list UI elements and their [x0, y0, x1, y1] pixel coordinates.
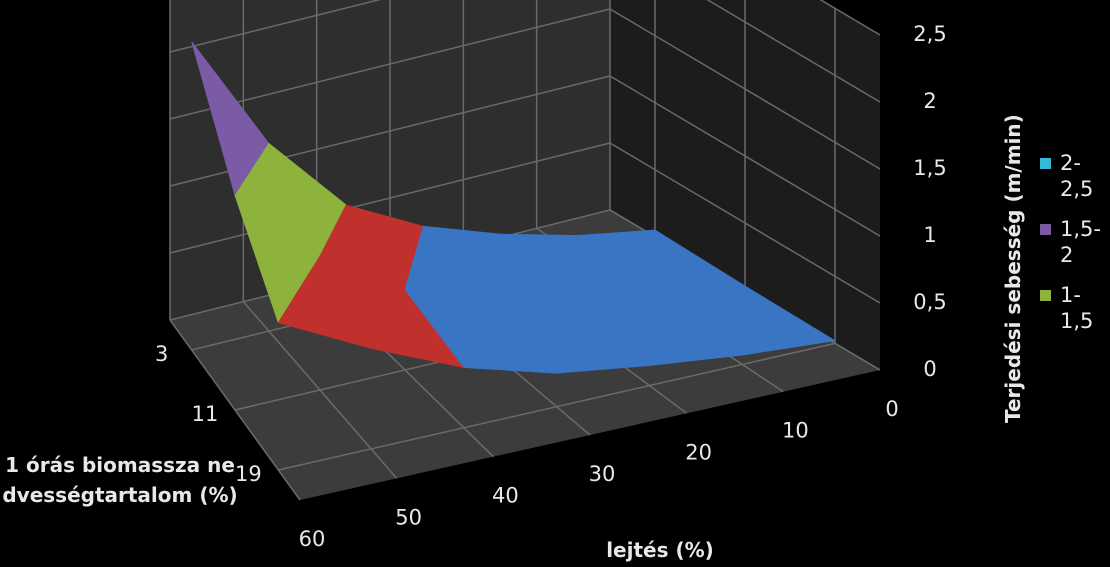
x-tick-label: 20: [685, 440, 712, 464]
z-axis-title: Terjedési sebesség (m/min): [1001, 114, 1025, 423]
legend-label: 1,5-2: [1060, 217, 1101, 267]
depth-tick-label: 3: [155, 342, 168, 366]
z-tick-label: 0,5: [913, 290, 946, 314]
legend-key: [1040, 224, 1051, 235]
legend-key: [1040, 158, 1051, 169]
x-tick-label: 0: [885, 397, 898, 421]
x-tick-label: 50: [395, 505, 422, 529]
legend-key: [1040, 290, 1051, 301]
z-tick-label: 2: [923, 89, 936, 113]
z-tick-label: 0: [923, 357, 936, 381]
x-axis-title: lejtés (%): [606, 538, 714, 562]
legend-label: 2-2,5: [1060, 151, 1094, 201]
depth-tick-label: 11: [192, 402, 219, 426]
x-tick-label: 60: [299, 527, 326, 551]
grid-line: [278, 342, 836, 471]
depth-tick-label: 19: [235, 462, 262, 486]
z-tick-label: 2,5: [913, 22, 946, 46]
z-tick-label: 1,5: [913, 156, 946, 180]
depth-axis-title: 1 órás biomassza nedvességtartalom (%): [2, 453, 238, 507]
x-tick-label: 30: [589, 462, 616, 486]
z-tick-label: 1: [923, 223, 936, 247]
x-tick-label: 40: [492, 484, 519, 508]
surface-facet: [741, 285, 837, 356]
x-tick-label: 10: [782, 419, 809, 443]
legend-label: 1-1,5: [1060, 283, 1094, 333]
